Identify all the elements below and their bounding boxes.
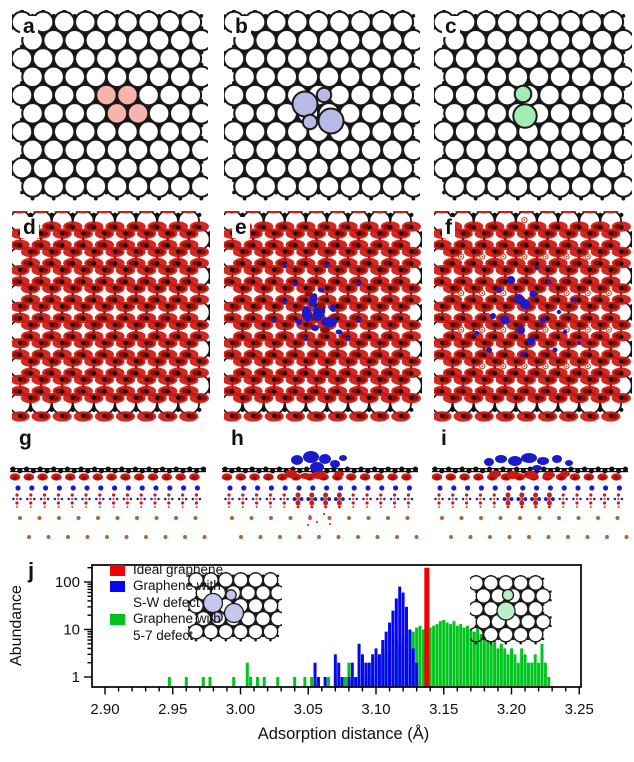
histogram-legend: Ideal graphene Graphene with S-W defect … (108, 562, 223, 644)
legend-swatch-red (110, 565, 125, 576)
y-axis-title: Abundance (8, 546, 26, 666)
panel-label: f (442, 217, 455, 238)
stone-wales-defect-lattice-drawing (224, 10, 420, 206)
panel-label: g (16, 428, 35, 449)
legend-item-sw-defect: Graphene with S-W defect (108, 578, 223, 611)
side-view-sw-drawing (220, 428, 420, 554)
side-view-57-drawing (430, 428, 630, 554)
panel-label: b (232, 16, 251, 37)
legend-label: Ideal graphene (133, 562, 223, 578)
charge-density-sw-drawing (224, 211, 422, 422)
legend-swatch-blue (110, 581, 125, 592)
panel-e-charge-density-sw: e (224, 211, 422, 422)
legend-label: S-W defect (133, 595, 221, 611)
ideal-graphene-lattice-drawing (12, 10, 208, 206)
panel-c-57-defect-lattice: c (434, 10, 632, 206)
charge-density-ideal-drawing (12, 211, 210, 422)
x-axis-title: Adsorption distance (Å) (105, 725, 582, 744)
panel-f-charge-density-57: f (434, 211, 632, 422)
side-view-ideal-drawing (8, 428, 208, 554)
legend-swatch-green (110, 614, 125, 625)
panel-label: a (20, 16, 38, 37)
panel-label: i (438, 428, 450, 449)
panel-d-charge-density-ideal: d (12, 211, 210, 422)
panel-i-side-view-57: i (430, 428, 630, 554)
panel-label: d (20, 217, 39, 238)
panel-label: j (28, 558, 34, 584)
panel-h-side-view-sw: h (220, 428, 420, 554)
legend-label: 5-7 defect (133, 628, 221, 644)
57-defect-lattice-drawing (434, 10, 632, 206)
panel-label: c (442, 16, 460, 37)
panel-label: e (232, 217, 250, 238)
legend-item-57-defect: Graphene with 5-7 defect (108, 611, 223, 644)
legend-label: Graphene with (133, 578, 221, 594)
charge-density-57-drawing (434, 211, 632, 422)
legend-item-ideal-graphene: Ideal graphene (108, 562, 223, 578)
panel-b-stone-wales-defect-lattice: b (224, 10, 420, 206)
inset-57-defect-structure (470, 575, 552, 645)
panel-a-ideal-graphene-lattice: a (12, 10, 208, 206)
panel-g-side-view-ideal: g (8, 428, 208, 554)
panel-label: h (228, 428, 247, 449)
legend-label: Graphene with (133, 611, 221, 627)
